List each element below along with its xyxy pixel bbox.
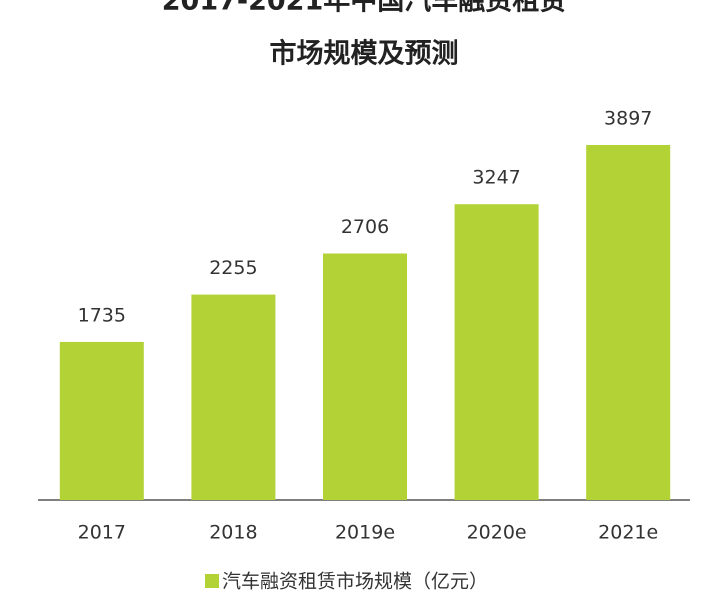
value-label: 2706 xyxy=(341,216,389,238)
chart-title: 市场规模及预测 xyxy=(270,38,459,70)
bar xyxy=(454,204,539,500)
bar xyxy=(323,253,407,500)
x-tick-label: 2017 xyxy=(78,522,126,544)
legend-label: 汽车融资租赁市场规模（亿元） xyxy=(222,571,488,593)
x-tick-label: 2020e xyxy=(467,522,527,544)
value-label: 3247 xyxy=(472,167,520,189)
value-label: 3897 xyxy=(604,108,652,130)
x-tick-label: 2019e xyxy=(335,522,395,544)
chart-title: 2017-2021年中国汽车融资租赁 xyxy=(162,0,567,17)
value-label: 1735 xyxy=(78,304,126,326)
x-tick-label: 2021e xyxy=(598,522,658,544)
bar xyxy=(191,294,276,500)
legend-swatch xyxy=(205,574,219,588)
bar xyxy=(586,145,671,500)
x-tick-label: 2018 xyxy=(209,522,257,544)
value-label: 2255 xyxy=(209,257,257,279)
bar xyxy=(59,341,144,500)
